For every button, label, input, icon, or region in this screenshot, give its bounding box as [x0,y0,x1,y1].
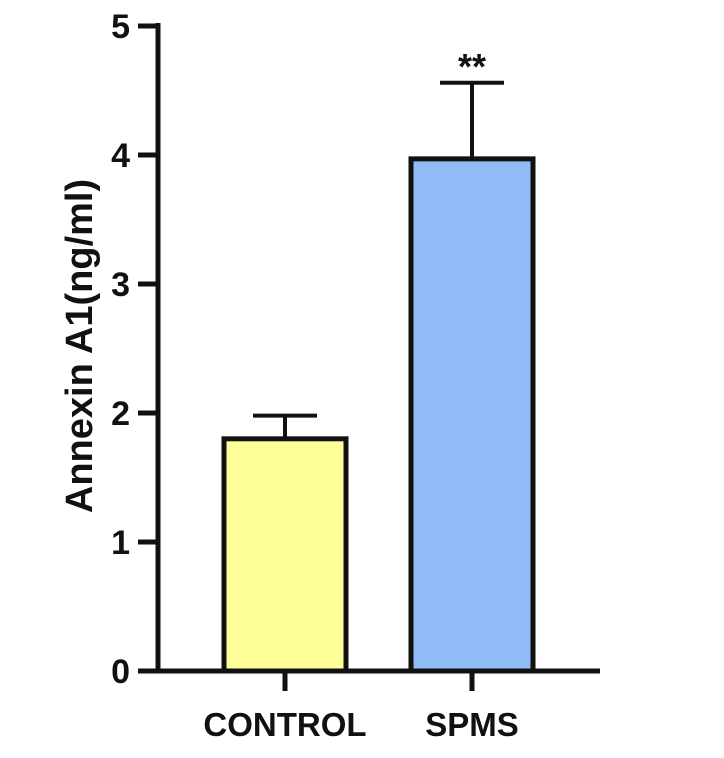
bar-control [221,436,349,674]
y-tick-label-3: 3 [111,266,130,304]
y-tick-label-2: 2 [111,395,130,433]
y-axis-title: Annexin A1(ng/ml) [59,179,101,513]
x-tick-label-spms: SPMS [425,706,519,743]
significance-label: ** [458,46,486,87]
x-tick-label-control: CONTROL [203,706,366,743]
y-tick-label-4: 4 [111,137,130,175]
y-tick-label-5: 5 [111,8,130,46]
axes-group [138,23,600,691]
labels-group: CONTROL SPMS ** 0 1 2 3 4 5 [111,8,519,743]
y-tick-label-1: 1 [111,524,130,562]
bar-spms [408,156,536,674]
bars-group [221,80,536,674]
y-tick-label-0: 0 [111,653,130,691]
